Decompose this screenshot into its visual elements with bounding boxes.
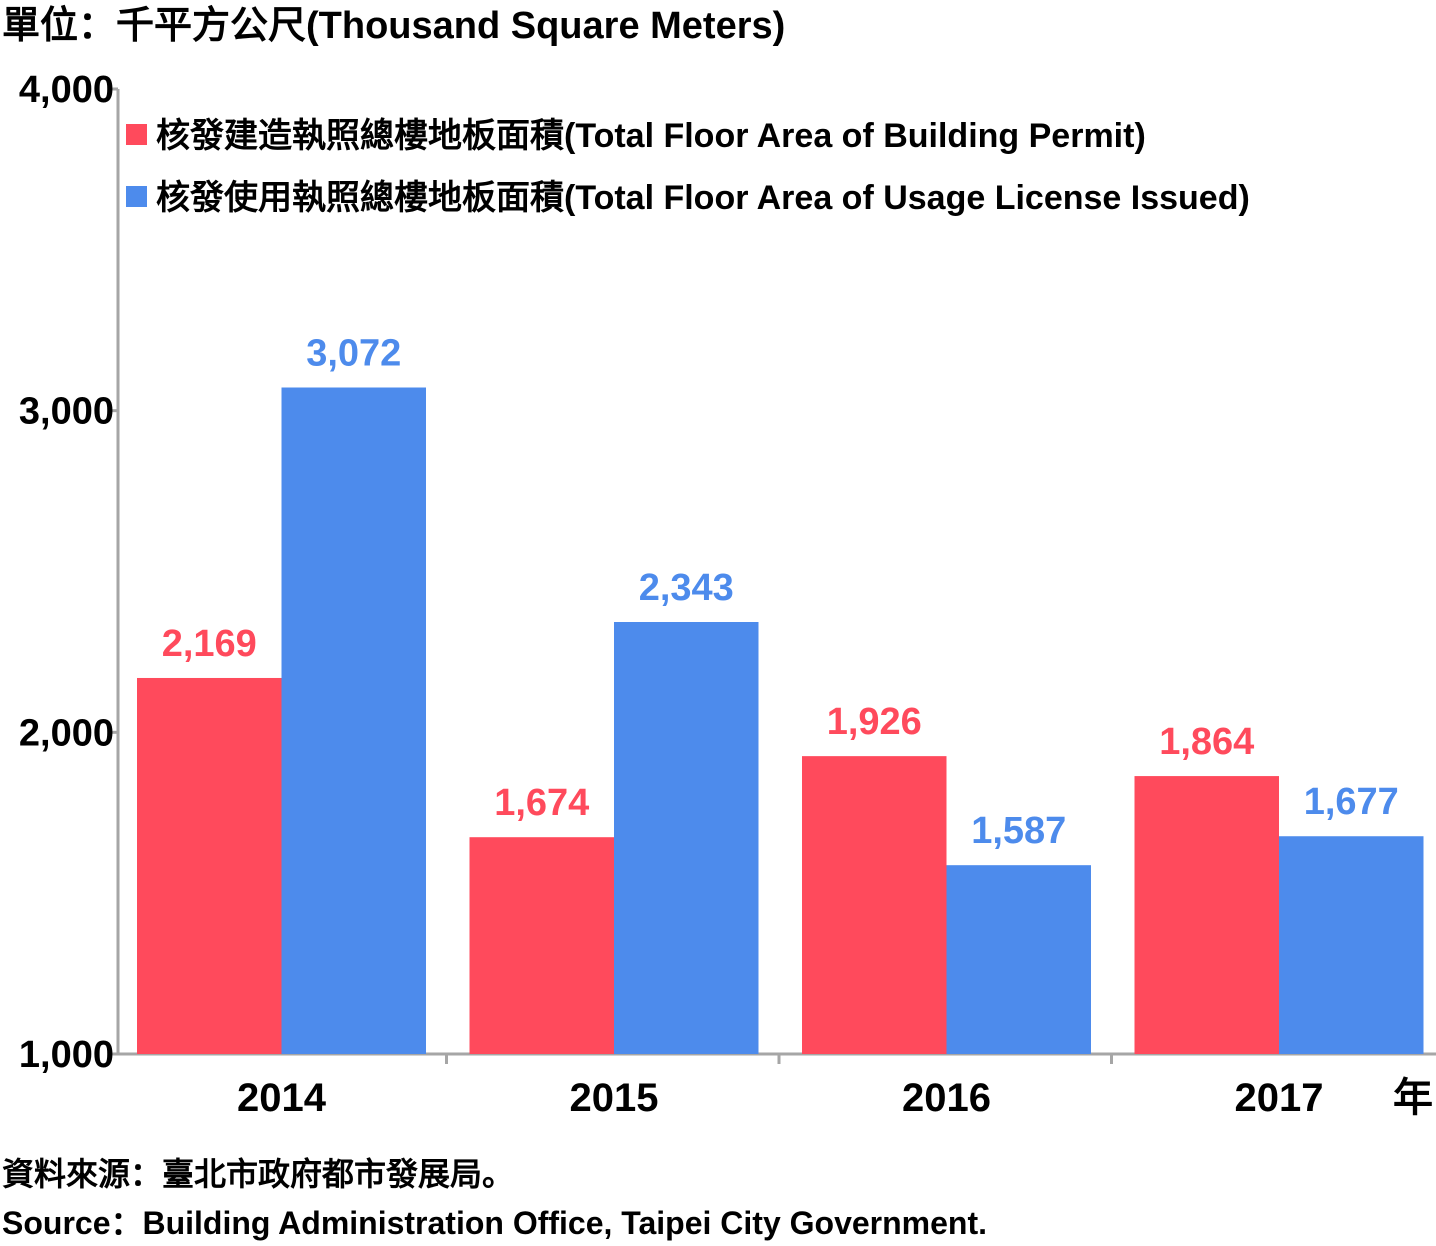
x-tick-label: 2015 xyxy=(570,1076,659,1120)
data-label: 2,343 xyxy=(639,567,734,609)
x-tick-label: 2014 xyxy=(237,1076,327,1120)
legend-swatch-permit xyxy=(126,124,147,145)
bar xyxy=(1134,776,1279,1054)
data-label: 3,072 xyxy=(306,333,401,375)
legend-label-permit: 核發建造執照總樓地板面積(Total Floor Area of Buildin… xyxy=(156,117,1146,155)
axes: 1,000 2,000 3,000 4,000 2014 2015 2016 2017 xyxy=(19,69,1436,1120)
bar xyxy=(137,677,282,1054)
bar xyxy=(802,756,947,1054)
x-unit-label: 年 xyxy=(1393,1076,1433,1120)
data-label: 1,587 xyxy=(971,810,1066,852)
data-label: 2,169 xyxy=(162,623,257,665)
legend-label-usage: 核發使用執照總樓地板面積(Total Floor Area of Usage L… xyxy=(156,179,1250,217)
y-tick-label: 3,000 xyxy=(19,391,114,433)
data-label: 1,674 xyxy=(494,782,589,824)
data-label: 1,677 xyxy=(1304,781,1399,823)
bars xyxy=(137,387,1424,1054)
x-tick-label: 2016 xyxy=(902,1076,991,1120)
bar xyxy=(1279,836,1424,1054)
y-tick-label: 1,000 xyxy=(19,1034,114,1076)
y-tick-label: 4,000 xyxy=(19,69,114,111)
bar xyxy=(469,837,614,1054)
legend-swatch-usage xyxy=(126,186,147,207)
x-tick-label: 2017 xyxy=(1235,1076,1324,1120)
unit-label: 單位：千平方公尺(Thousand Square Meters) xyxy=(2,5,785,47)
bar xyxy=(281,387,426,1054)
data-label: 1,926 xyxy=(827,701,922,743)
bar xyxy=(614,622,759,1054)
value-labels: 2,169 3,072 1,674 2,343 1,926 1,587 1,864 1,677 xyxy=(162,333,1399,853)
bar xyxy=(946,865,1091,1054)
y-tick-label: 2,000 xyxy=(19,712,114,754)
legend: 核發建造執照總樓地板面積(Total Floor Area of Buildin… xyxy=(126,117,1250,217)
source-zh: 資料來源：臺北市政府都市發展局。 xyxy=(2,1156,514,1192)
data-label: 1,864 xyxy=(1159,721,1254,763)
source-en: Source：Building Administration Office, T… xyxy=(2,1205,987,1241)
